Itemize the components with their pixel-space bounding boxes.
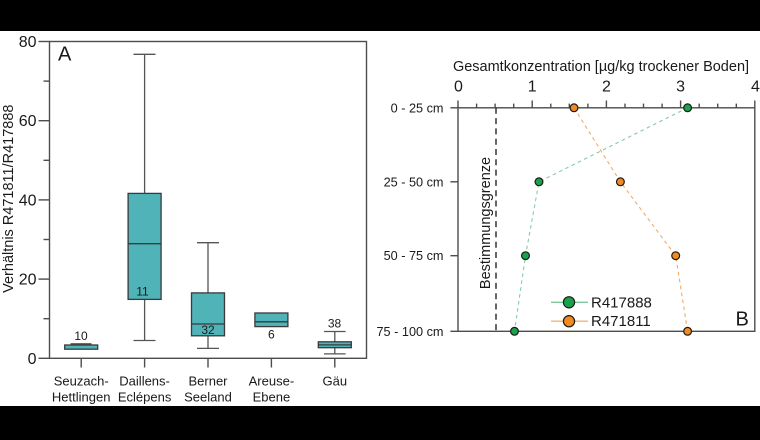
svg-text:75 - 100 cm: 75 - 100 cm <box>377 325 444 339</box>
svg-text:40: 40 <box>19 192 37 209</box>
svg-text:20: 20 <box>19 272 37 289</box>
svg-text:3: 3 <box>676 79 685 96</box>
svg-text:Berner: Berner <box>188 373 228 388</box>
svg-text:4: 4 <box>751 79 760 96</box>
svg-text:Ebene: Ebene <box>253 389 291 404</box>
svg-text:Daillens-: Daillens- <box>119 373 170 388</box>
svg-text:Hettlingen: Hettlingen <box>52 389 111 404</box>
svg-text:25 - 50 cm: 25 - 50 cm <box>384 175 444 189</box>
svg-text:50 - 75 cm: 50 - 75 cm <box>384 249 444 263</box>
svg-text:Bestimmungsgrenze: Bestimmungsgrenze <box>478 157 494 289</box>
svg-text:0: 0 <box>454 79 463 96</box>
svg-text:Areuse-: Areuse- <box>249 373 295 388</box>
svg-text:0: 0 <box>28 351 37 368</box>
svg-text:38: 38 <box>328 317 342 331</box>
svg-text:Gesamtkonzentration [µg/kg tro: Gesamtkonzentration [µg/kg trockener Bod… <box>453 59 749 75</box>
svg-text:11: 11 <box>136 284 149 298</box>
svg-text:0 - 25 cm: 0 - 25 cm <box>391 101 444 115</box>
svg-text:Eclépens: Eclépens <box>118 389 172 404</box>
svg-text:60: 60 <box>19 113 37 130</box>
svg-text:A: A <box>58 44 72 66</box>
svg-text:Verhältnis R471811/R417888: Verhältnis R471811/R417888 <box>1 105 17 293</box>
svg-text:Gäu: Gäu <box>323 373 348 388</box>
svg-text:B: B <box>736 309 749 331</box>
svg-text:R471811: R471811 <box>591 313 651 330</box>
svg-text:10: 10 <box>74 329 88 343</box>
svg-text:6: 6 <box>268 328 275 342</box>
svg-text:1: 1 <box>528 79 537 96</box>
svg-text:2: 2 <box>602 79 611 96</box>
svg-text:32: 32 <box>201 323 215 337</box>
svg-text:80: 80 <box>19 34 37 51</box>
svg-text:Seeland: Seeland <box>184 389 232 404</box>
svg-text:Seuzach-: Seuzach- <box>54 373 109 388</box>
svg-text:R417888: R417888 <box>591 294 652 311</box>
